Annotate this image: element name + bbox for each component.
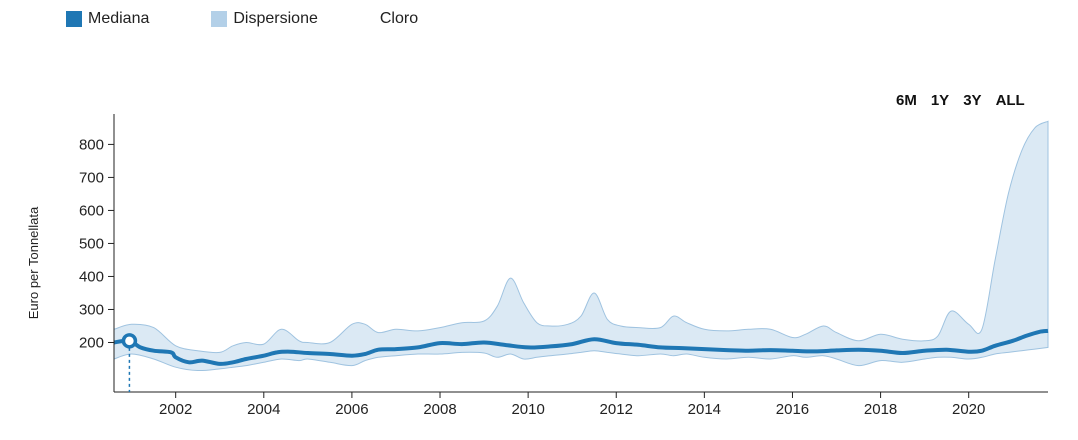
y-ticks: 200 300 400 500 600 700 800	[79, 136, 114, 351]
legend-swatch-mediana	[66, 11, 82, 27]
x-tick-label-2004: 2004	[247, 401, 280, 418]
y-tick-label-200: 200	[79, 334, 104, 351]
legend-item-dispersione[interactable]: Dispersione	[211, 10, 318, 28]
y-tick-label-300: 300	[79, 301, 104, 318]
legend-label-cloro: Cloro	[379, 10, 419, 27]
median-line	[113, 328, 1049, 366]
x-tick-label-2006: 2006	[335, 401, 368, 418]
y-tick-label-700: 700	[79, 169, 104, 186]
highlight-point[interactable]	[121, 333, 138, 349]
x-tick-label-2018: 2018	[864, 401, 897, 418]
y-tick-label-800: 800	[79, 136, 104, 153]
legend-label-mediana: Mediana	[88, 10, 150, 27]
legend-item-cloro[interactable]: Cloro	[380, 10, 418, 28]
dispersion-band	[113, 120, 1049, 372]
y-tick-label-400: 400	[79, 268, 104, 285]
x-tick-label-2020: 2020	[952, 401, 985, 418]
y-axis-title: Euro per Tonnellata	[26, 206, 41, 319]
x-tick-label-2014: 2014	[688, 401, 721, 418]
y-tick-label-500: 500	[79, 235, 104, 252]
range-button-all[interactable]: ALL	[995, 92, 1025, 109]
x-ticks: 2002 2004 2006 2008 2010 2012 2014 2016 2018 2020	[159, 392, 985, 418]
legend: Mediana Dispersione Cloro	[66, 10, 480, 28]
legend-swatch-dispersione	[211, 11, 228, 27]
range-button-3y[interactable]: 3Y	[963, 92, 982, 109]
range-button-1y[interactable]: 1Y	[930, 92, 950, 109]
y-tick-label-600: 600	[79, 202, 104, 219]
x-tick-label-2010: 2010	[511, 401, 544, 418]
x-tick-label-2002: 2002	[159, 401, 192, 418]
legend-label-dispersione: Dispersione	[233, 10, 318, 27]
x-tick-label-2012: 2012	[600, 401, 633, 418]
x-tick-label-2008: 2008	[423, 401, 456, 418]
range-selector: 6M 1Y 3Y ALL	[896, 92, 1039, 109]
legend-item-mediana[interactable]: Mediana	[66, 10, 149, 28]
range-button-6m[interactable]: 6M	[896, 92, 917, 109]
x-tick-label-2016: 2016	[776, 401, 809, 418]
